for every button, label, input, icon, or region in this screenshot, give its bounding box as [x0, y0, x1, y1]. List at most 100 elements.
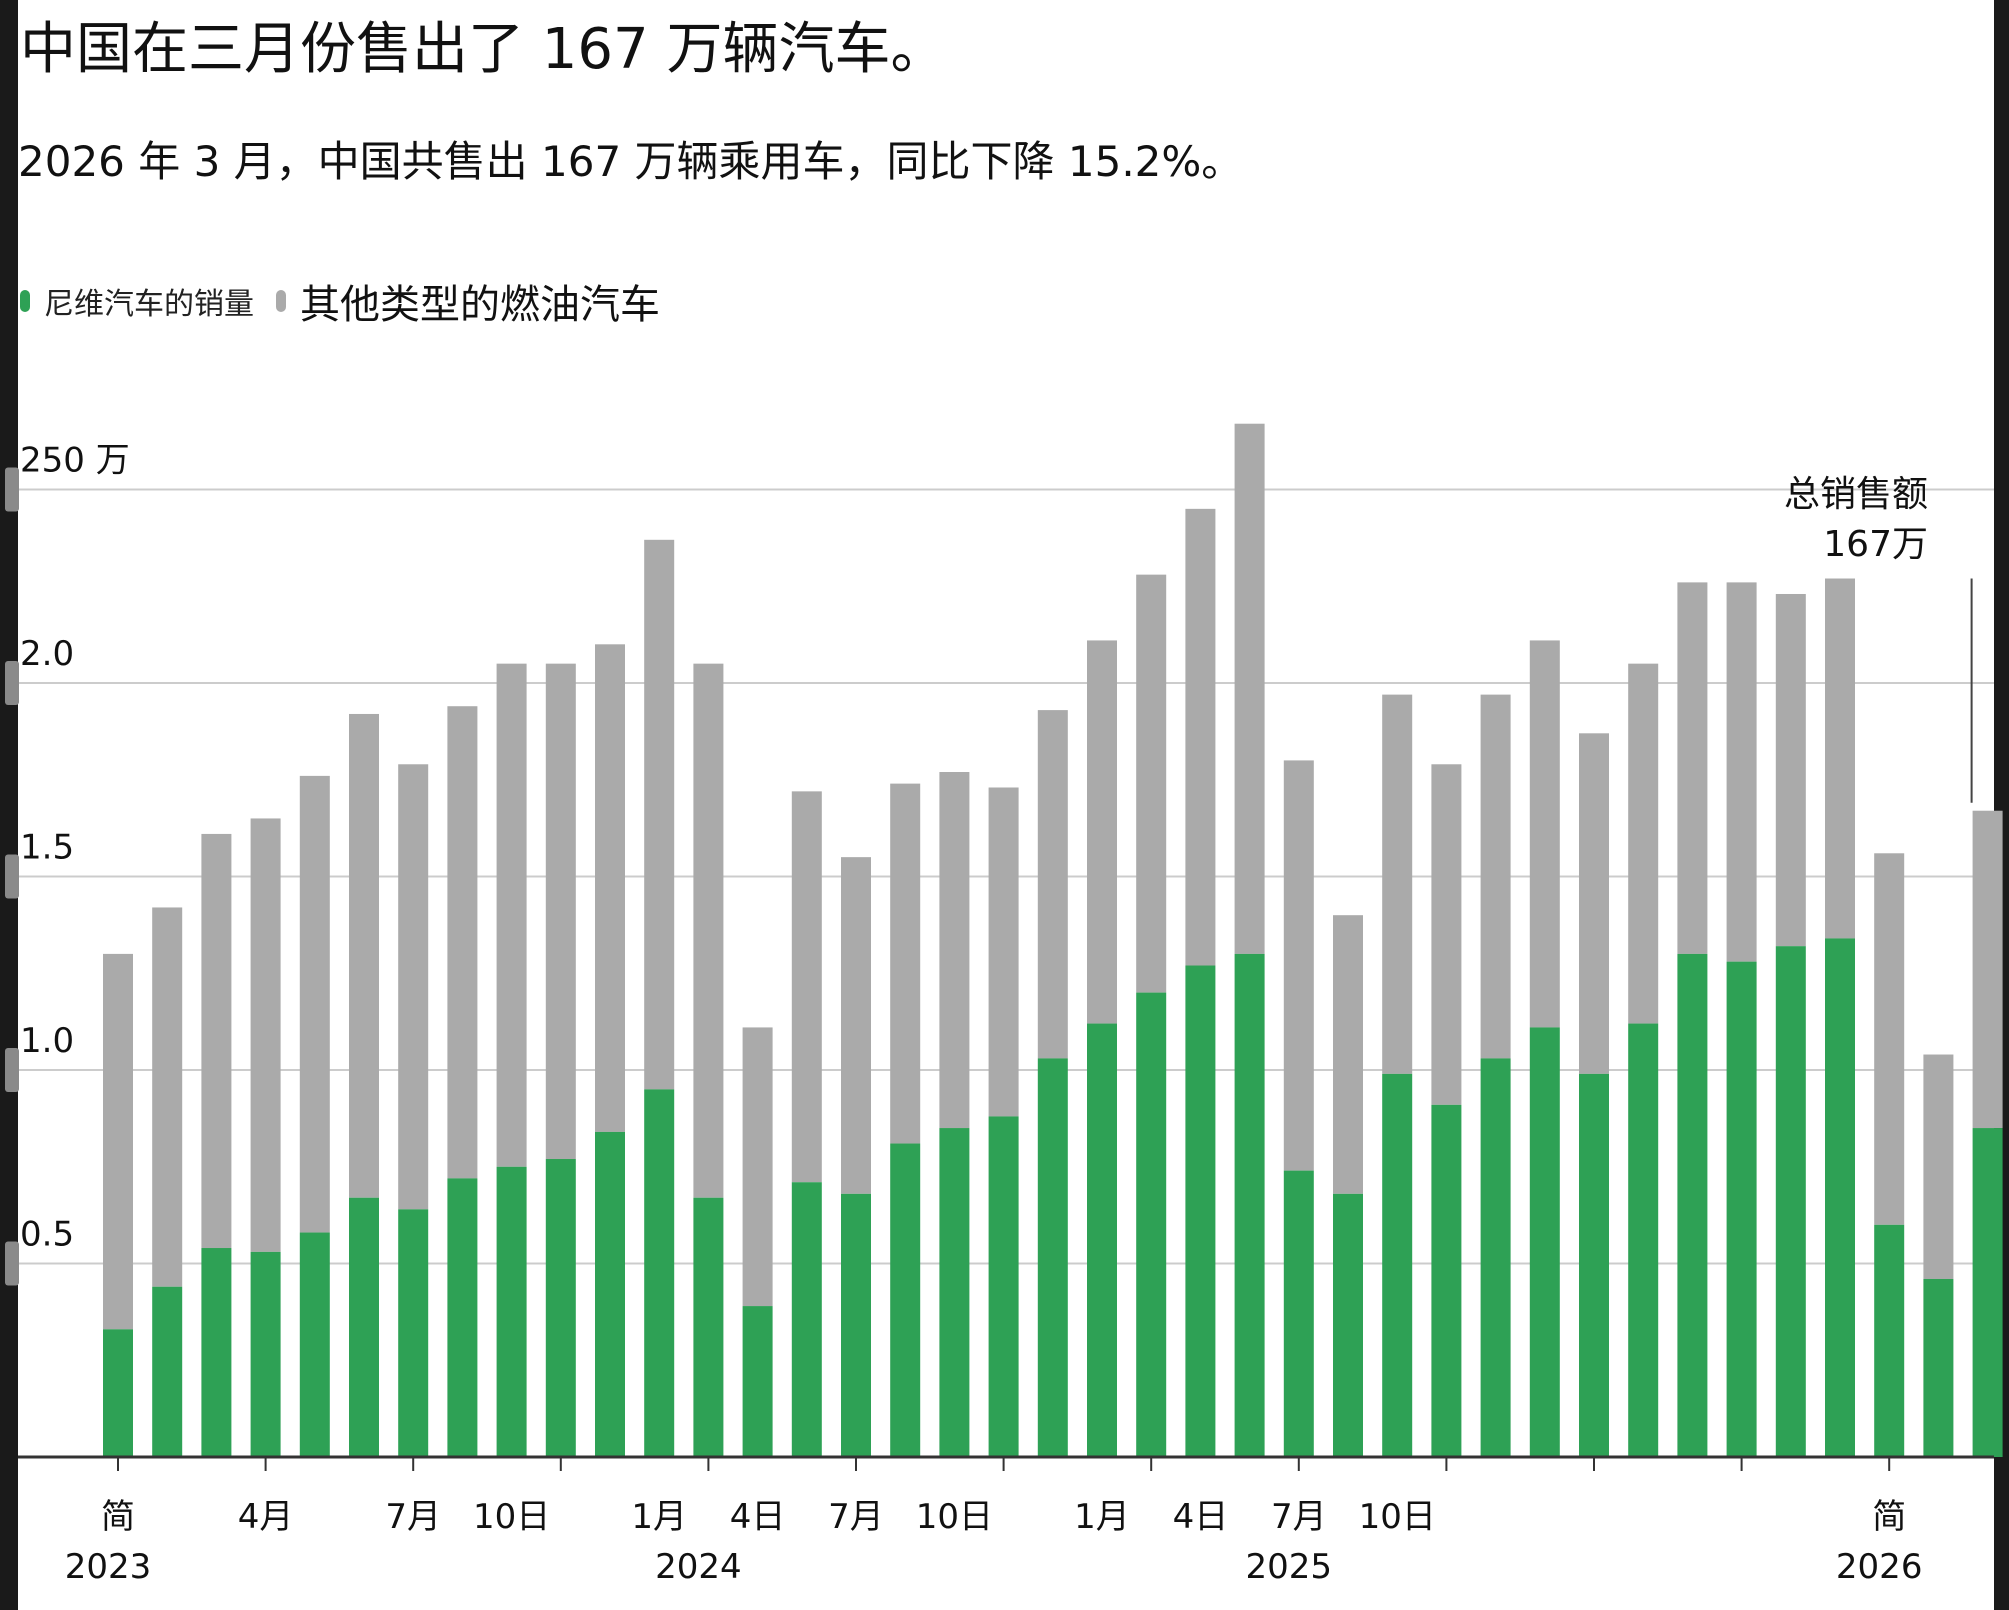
- bar-nev: [644, 1089, 675, 1457]
- bar-nev: [1579, 1073, 1609, 1457]
- bar-ice: [1825, 578, 1855, 939]
- x-year-label: 2023: [65, 1547, 152, 1587]
- x-month-label: 10日: [473, 1497, 550, 1537]
- y-tick-label: 250 万: [20, 441, 130, 481]
- y-tick-marker: [5, 661, 19, 705]
- bar-ice: [1529, 640, 1560, 1028]
- legend: 尼维汽车的销量 其他类型的燃油汽车: [20, 272, 660, 330]
- bar-nev: [791, 1182, 822, 1457]
- bar-ice: [890, 783, 921, 1144]
- bar-ice: [1775, 593, 1806, 947]
- bar-nev: [152, 1286, 183, 1457]
- y-tick-marker: [5, 467, 19, 512]
- bar-nev: [1775, 946, 1806, 1457]
- bar-nev: [447, 1178, 478, 1457]
- annotation-line2: 167万: [1823, 524, 1928, 565]
- bar-nev: [1874, 1224, 1905, 1457]
- bar-nev: [103, 1329, 133, 1457]
- bar-ice: [1579, 733, 1609, 1074]
- x-month-label: 1月: [1074, 1497, 1130, 1537]
- bar-ice: [1972, 810, 2003, 1129]
- x-month-label: 10日: [916, 1497, 993, 1537]
- bar-nev: [1923, 1278, 1954, 1457]
- x-year-label: 2026: [1836, 1547, 1923, 1587]
- bar-ice: [1382, 694, 1413, 1074]
- bar-nev: [841, 1193, 871, 1457]
- bar-nev: [693, 1197, 724, 1457]
- bar-ice: [496, 663, 527, 1167]
- bar-ice: [1726, 582, 1757, 962]
- bar-ice: [1037, 710, 1068, 1059]
- bar-ice: [447, 706, 478, 1179]
- bar-ice: [250, 818, 281, 1252]
- bar-nev: [1333, 1193, 1363, 1457]
- bar-ice: [595, 644, 625, 1132]
- bar-ice: [939, 772, 970, 1129]
- bar-ice: [349, 713, 379, 1198]
- bar-nev: [988, 1116, 1019, 1457]
- y-tick-label: 1.5: [20, 828, 74, 868]
- annotation-line1: 总销售额: [1784, 474, 1928, 515]
- chart-subtitle: 2026 年 3 月，中国共售出 167 万辆乘用车，同比下降 15.2%。: [18, 137, 1244, 186]
- y-tick-marker: [5, 1048, 19, 1092]
- bar-nev: [1480, 1058, 1511, 1457]
- bar-ice: [693, 663, 724, 1198]
- x-month-label: 4日: [730, 1497, 786, 1537]
- bar-nev: [1037, 1058, 1068, 1457]
- bar-nev: [1628, 1023, 1659, 1457]
- bar-nev: [1087, 1023, 1117, 1457]
- bar-ice: [1087, 640, 1117, 1024]
- x-month-label: 1月: [631, 1497, 687, 1537]
- bar-nev: [299, 1232, 330, 1457]
- bar-ice: [1234, 423, 1265, 954]
- bar-ice: [1480, 694, 1511, 1059]
- legend-label-nev: 尼维汽车的销量: [44, 287, 254, 322]
- bar-nev: [1972, 1128, 2003, 1457]
- y-tick-label: 2.0: [20, 634, 74, 674]
- bar-ice: [152, 907, 183, 1287]
- y-tick-marker: [5, 1241, 19, 1286]
- x-year-label: 2024: [655, 1547, 742, 1587]
- bar-nev: [250, 1251, 281, 1457]
- bar-ice: [1431, 764, 1462, 1105]
- x-year-label: 2025: [1246, 1547, 1333, 1587]
- x-month-label: 7月: [385, 1497, 441, 1537]
- legend-swatch-nev: [20, 290, 30, 312]
- bar-ice: [1283, 760, 1314, 1171]
- x-month-label: 7月: [1271, 1497, 1327, 1537]
- bar-nev: [939, 1128, 970, 1457]
- bar-ice: [201, 833, 232, 1249]
- bar-nev: [398, 1209, 429, 1457]
- bar-nev: [1825, 938, 1855, 1457]
- legend-swatch-ice: [276, 290, 286, 312]
- bar-ice: [1923, 1054, 1954, 1279]
- bar-nev: [890, 1143, 921, 1457]
- bar-nev: [1529, 1027, 1560, 1457]
- bar-nev: [1677, 953, 1708, 1457]
- y-tick-label: 0.5: [20, 1215, 74, 1255]
- bar-ice: [841, 857, 871, 1194]
- bar-ice: [1874, 853, 1905, 1225]
- bar-nev: [1136, 992, 1167, 1457]
- x-month-label: 10日: [1359, 1497, 1436, 1537]
- bar-nev: [595, 1131, 625, 1457]
- bar-nev: [1283, 1170, 1314, 1457]
- bar-nev: [1726, 961, 1757, 1457]
- x-month-label: 简: [101, 1497, 135, 1537]
- bar-nev: [1382, 1073, 1413, 1457]
- y-tick-label: 1.0: [20, 1021, 74, 1061]
- left-edge-strip: [0, 0, 18, 1610]
- bar-nev: [742, 1306, 773, 1457]
- x-month-label: 4月: [238, 1497, 294, 1537]
- bar-ice: [1136, 574, 1167, 993]
- bar-ice: [988, 787, 1019, 1117]
- bar-ice: [1677, 582, 1708, 954]
- bar-ice: [1333, 915, 1363, 1194]
- bar-ice: [299, 775, 330, 1233]
- x-month-label: 7月: [828, 1497, 884, 1537]
- bar-ice: [1185, 508, 1216, 966]
- bar-nev: [349, 1197, 379, 1457]
- bar-ice: [791, 791, 822, 1183]
- bar-nev: [201, 1248, 232, 1457]
